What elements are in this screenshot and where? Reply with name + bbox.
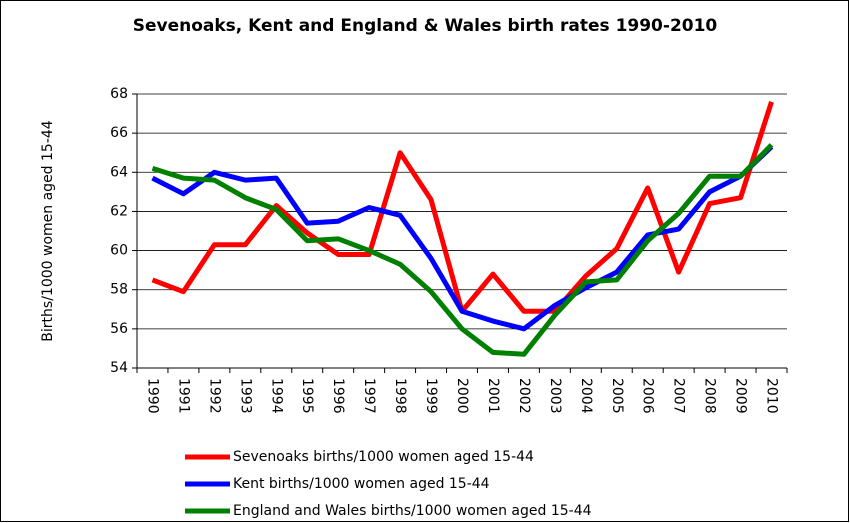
x-tick-label: 2008 — [702, 378, 718, 414]
y-tick-label: 66 — [110, 125, 128, 141]
series-line — [151, 143, 774, 357]
x-tick-label: 1999 — [423, 378, 439, 414]
x-tick-label: 2005 — [609, 378, 625, 414]
y-tick-label: 62 — [110, 203, 128, 219]
x-tick-label: 1996 — [330, 378, 346, 414]
y-tick-label: 58 — [110, 282, 128, 298]
x-tick-label: 1993 — [237, 378, 253, 414]
x-tick-label: 2000 — [454, 378, 470, 414]
x-tick-label: 1998 — [392, 378, 408, 414]
x-tick-label: 1994 — [268, 378, 284, 414]
y-tick-label: 56 — [110, 321, 128, 337]
x-tick-label: 1997 — [361, 378, 377, 414]
x-tick-label: 1990 — [144, 378, 160, 414]
legend-label: England and Wales births/1000 women aged… — [233, 503, 592, 519]
x-tick-label: 2006 — [640, 378, 656, 414]
y-tick-label: 60 — [110, 243, 128, 259]
x-tick-label: 1992 — [206, 378, 222, 414]
y-tick-label: 64 — [110, 164, 128, 180]
x-tick-label: 2001 — [485, 378, 501, 414]
y-tick-label: 54 — [110, 360, 128, 376]
x-tick-label: 2010 — [764, 378, 780, 414]
x-tick-label: 2002 — [516, 378, 532, 414]
y-tick-label: 68 — [110, 86, 128, 102]
x-tick-label: 1991 — [175, 378, 191, 414]
y-axis-label: Births/1000 women aged 15-44 — [40, 120, 56, 341]
series-line — [151, 145, 774, 332]
x-tick-label: 2003 — [547, 378, 563, 414]
legend-label: Sevenoaks births/1000 women aged 15-44 — [233, 449, 534, 465]
x-tick-label: 2009 — [733, 378, 749, 414]
chart-title: Sevenoaks, Kent and England & Wales birt… — [132, 16, 718, 36]
x-tick-label: 1995 — [299, 378, 315, 414]
legend-label: Kent births/1000 women aged 15-44 — [233, 476, 490, 492]
x-tick-label: 2007 — [671, 378, 687, 414]
x-tick-label: 2004 — [578, 378, 594, 414]
